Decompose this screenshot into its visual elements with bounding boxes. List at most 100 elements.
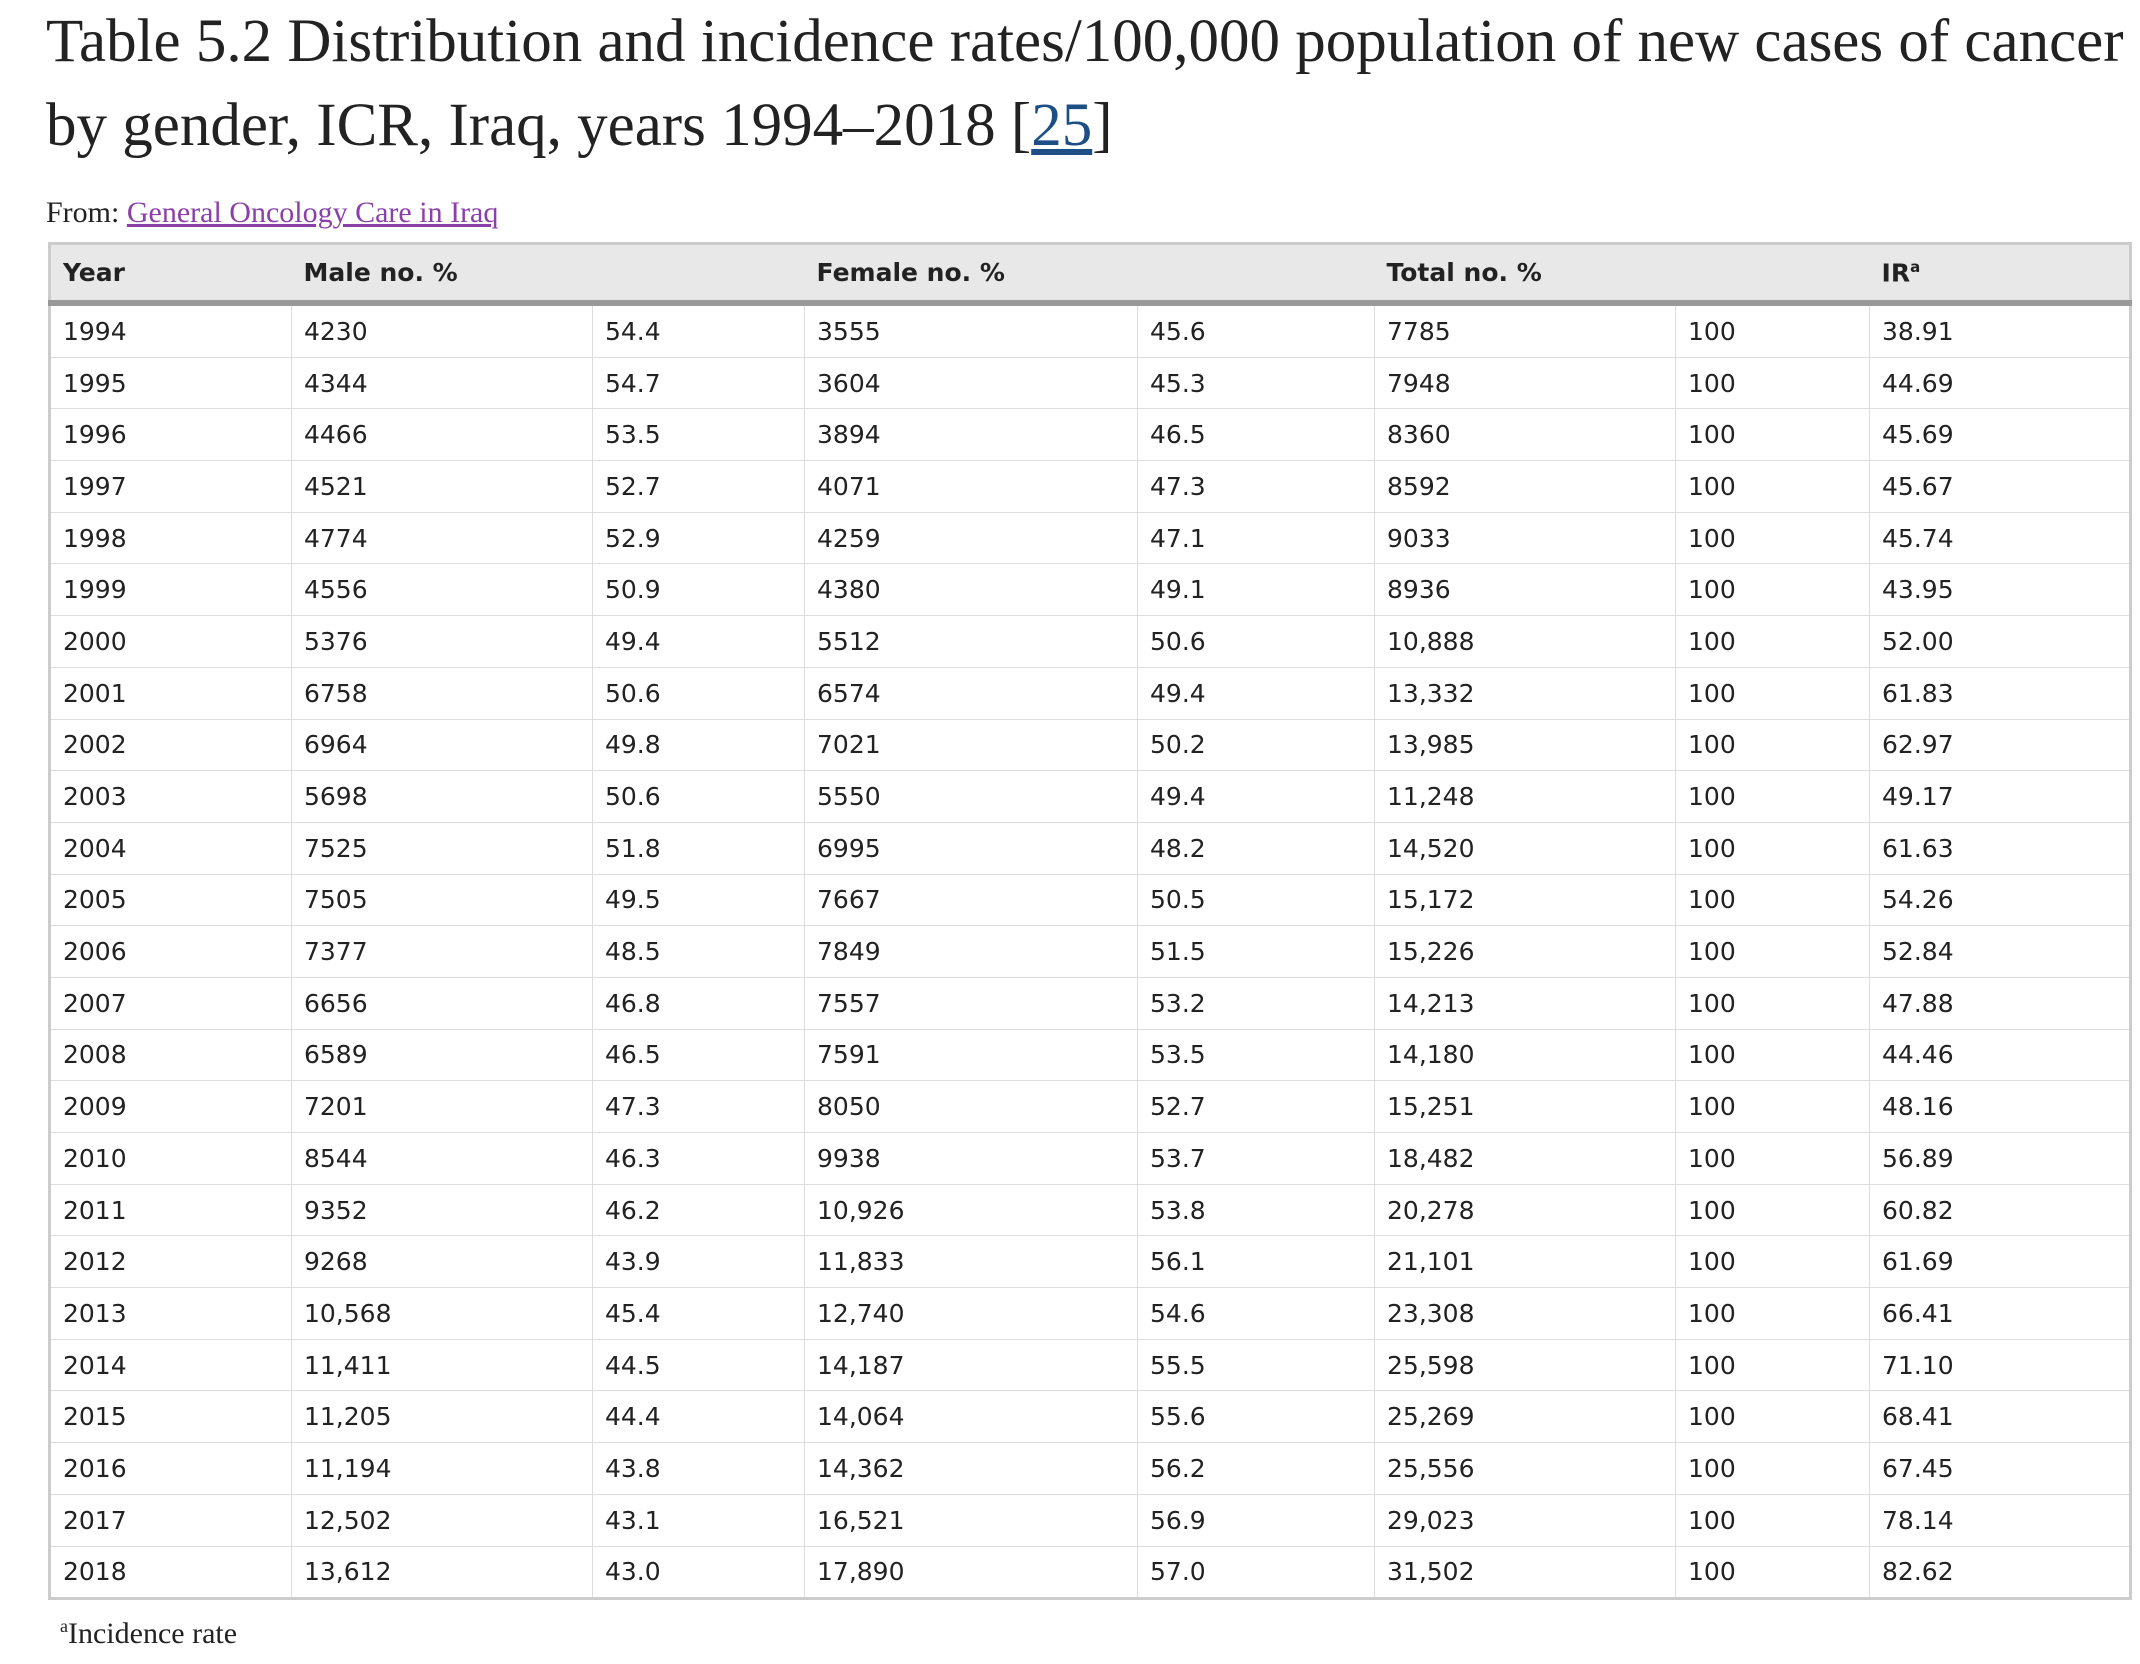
table-cell: 2000 [49,615,292,668]
table-cell: 2018 [49,1545,292,1599]
table-cell: 52.9 [591,511,805,564]
table-row: 2006 7377 48.5 7849 51.5 15,226 100 52.84 [49,925,2131,978]
table-cell: 4344 [291,356,593,409]
table-cell: 53.5 [1137,1028,1375,1081]
table-cell: 45.6 [1137,302,1375,358]
table-cell: 10,568 [291,1287,593,1340]
table-cell: 43.1 [591,1493,805,1546]
table-cell: 18,482 [1374,1132,1676,1185]
table-cell: 56.2 [1137,1442,1375,1495]
source-link[interactable]: General Oncology Care in Iraq [126,196,499,229]
table-row: 2008 6589 46.5 7591 53.5 14,180 100 44.46 [49,1028,2131,1081]
table-cell: 49.8 [591,718,805,771]
table-cell: 15,172 [1374,873,1676,926]
table-cell: 4556 [291,563,593,616]
table-cell: 7021 [804,718,1138,771]
table-cell: 45.3 [1137,356,1375,409]
table-cell: 16,521 [804,1493,1138,1546]
table-cell: 54.26 [1869,873,2131,926]
table-cell: 6589 [291,1028,593,1081]
table-cell: 67.45 [1869,1442,2131,1495]
table-cell: 11,194 [291,1442,593,1495]
table-cell: 13,985 [1374,718,1676,771]
table-cell: 55.6 [1137,1390,1375,1443]
table-row: 2005 7505 49.5 7667 50.5 15,172 100 54.26 [49,873,2131,926]
footnote-text: Incidence rate [68,1617,238,1650]
table-cell: 45.67 [1869,460,2131,513]
table-cell: 50.6 [591,770,805,823]
table-cell: 12,740 [804,1287,1138,1340]
table-cell: 7525 [291,821,593,875]
table-cell: 2004 [49,821,292,875]
table-cell: 100 [1675,1545,1870,1599]
table-cell: 43.0 [591,1545,805,1599]
table-cell: 50.2 [1137,718,1375,771]
table-cell: 49.1 [1137,563,1375,616]
table-cell: 49.4 [591,615,805,668]
table-cell: 54.7 [591,356,805,409]
table-cell: 1996 [49,408,292,461]
table-cell: 48.16 [1869,1080,2131,1133]
table-cell: 2002 [49,718,292,771]
table-row: 1996 4466 53.5 3894 46.5 8360 100 45.69 [49,408,2131,461]
table-cell: 100 [1675,1183,1870,1236]
table-cell: 2015 [49,1390,292,1443]
table-cell: 4521 [291,460,593,513]
table-cell: 8544 [291,1132,593,1185]
table-cell: 9033 [1374,511,1676,564]
header-cell: IRa [1869,243,2131,306]
reference-link[interactable]: 25 [1031,92,1093,159]
table-cell: 100 [1675,1080,1870,1133]
table-cell: 49.17 [1869,770,2131,823]
table-cell: 48.5 [591,925,805,978]
table-cell: 11,833 [804,1235,1138,1288]
table-cell: 100 [1675,821,1870,875]
table-cell: 51.8 [591,821,805,875]
table-cell: 50.9 [591,563,805,616]
table-cell: 78.14 [1869,1493,2131,1546]
table-cell: 10,888 [1374,615,1676,668]
source: From: General Oncology Care in Iraq [46,196,498,230]
table-cell: 46.2 [591,1183,805,1236]
table-row: 2009 7201 47.3 8050 52.7 15,251 100 48.16 [49,1080,2131,1133]
table-cell: 44.4 [591,1390,805,1443]
table-cell: 15,226 [1374,925,1676,978]
table-cell: 56.9 [1137,1493,1375,1546]
table-cell: 25,269 [1374,1390,1676,1443]
table-cell: 12,502 [291,1493,593,1546]
table-cell: 71.10 [1869,1338,2131,1391]
table-row: 2000 5376 49.4 5512 50.6 10,888 100 52.00 [49,615,2131,668]
table-cell: 7377 [291,925,593,978]
from-label: From: [46,196,120,229]
table-row: 2017 12,502 43.1 16,521 56.9 29,023 100 78.14 [49,1493,2131,1546]
table-cell: 2010 [49,1132,292,1185]
table-cell: 7667 [804,873,1138,926]
table-cell: 21,101 [1374,1235,1676,1288]
table-cell: 47.3 [591,1080,805,1133]
table-cell: 49.5 [591,873,805,926]
table-cell: 100 [1675,1028,1870,1081]
table-cell: 2009 [49,1080,292,1133]
table-cell: 11,411 [291,1338,593,1391]
table-cell: 100 [1675,1493,1870,1546]
table-row: 1994 4230 54.4 3555 45.6 7785 100 38.91 [49,302,2131,358]
header-row: Year Male no. % Female no. % Total no. %… [49,243,2131,306]
table-cell: 66.41 [1869,1287,2131,1340]
table-cell: 1994 [49,302,292,358]
table-cell: 44.46 [1869,1028,2131,1081]
table-cell: 2011 [49,1183,292,1236]
table-row: 1998 4774 52.9 4259 47.1 9033 100 45.74 [49,511,2131,564]
table-cell: 38.91 [1869,302,2131,358]
table-cell: 49.4 [1137,770,1375,823]
table-cell: 7557 [804,976,1138,1030]
table-cell: 2007 [49,976,292,1030]
title-text: Table 5.2 Distribution and incidence rat… [46,8,2124,159]
table-cell: 50.6 [591,666,805,719]
table-cell: 7591 [804,1028,1138,1081]
table-cell: 100 [1675,1235,1870,1288]
table-cell: 9352 [291,1183,593,1236]
table-cell: 46.8 [591,976,805,1030]
table-cell: 7849 [804,925,1138,978]
table-cell: 23,308 [1374,1287,1676,1340]
table-cell: 2014 [49,1338,292,1391]
